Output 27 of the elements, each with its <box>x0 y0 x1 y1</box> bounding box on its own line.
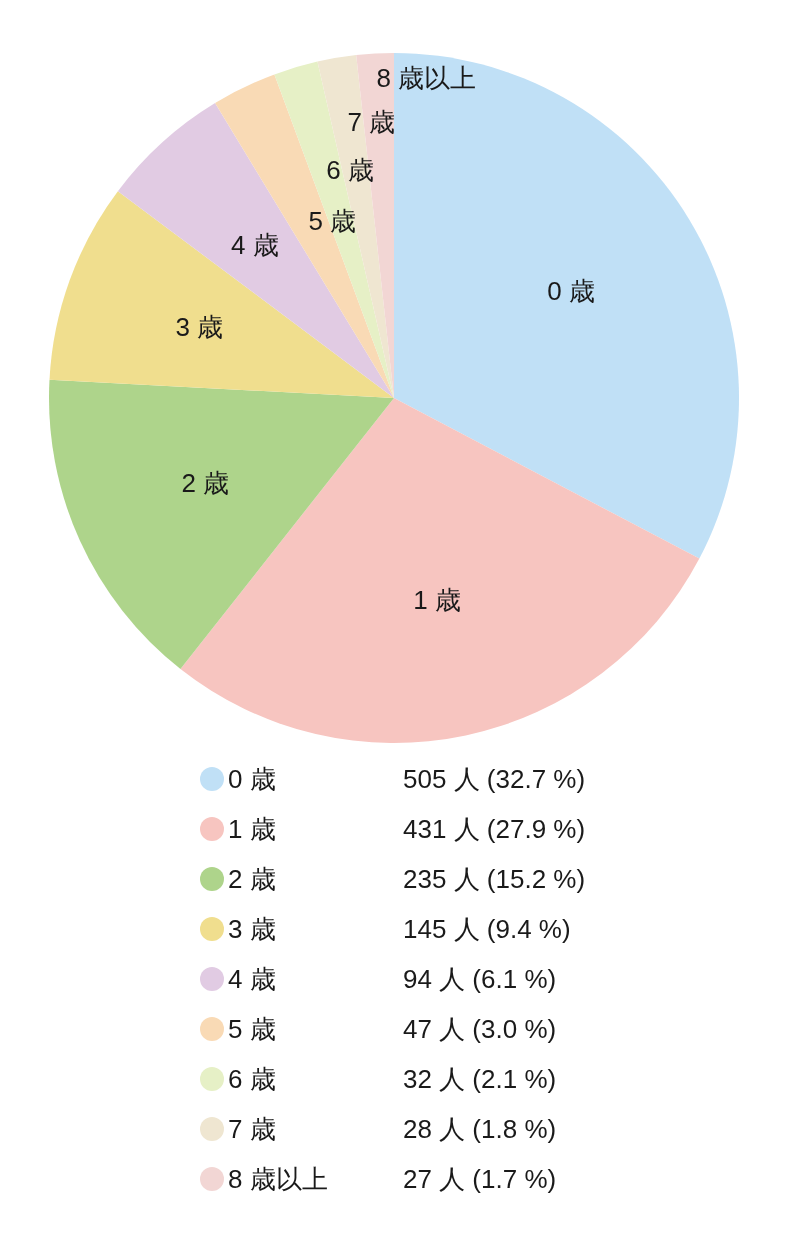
data-label: 27 人 (1.7 %) <box>403 1164 557 1194</box>
legend-label: 6 歳 <box>228 1064 276 1094</box>
slice-label: 5 歳 <box>308 205 357 236</box>
slice-label: 2 歳 <box>181 468 230 499</box>
legend-label: 8 歳以上 <box>228 1164 328 1194</box>
legend-label: 7 歳 <box>228 1114 276 1144</box>
slice-label: 4 歳 <box>231 229 279 260</box>
data-label: 28 人 (1.8 %) <box>403 1114 557 1144</box>
legend-label: 3 歳 <box>228 914 276 944</box>
legend-label: 1 歳 <box>228 814 276 844</box>
legend-label: 4 歳 <box>228 964 276 994</box>
legend-label: 5 歳 <box>228 1014 276 1044</box>
data-label: 431 人 (27.9 %) <box>403 814 586 844</box>
legend-label: 0 歳 <box>228 764 276 794</box>
slice-label: 3 歳 <box>175 312 224 343</box>
legend-label: 2 歳 <box>228 864 276 894</box>
data-label: 505 人 (32.7 %) <box>403 764 586 794</box>
data-label: 235 人 (15.2 %) <box>403 864 586 894</box>
data-label: 145 人 (9.4 %) <box>403 914 571 944</box>
slice-label: 0 歳 <box>547 275 596 306</box>
slice-label: 1 歳 <box>413 585 461 616</box>
slice-label: 6 歳 <box>326 154 374 185</box>
slice-label: 7 歳 <box>347 107 396 138</box>
data-label: 94 人 (6.1 %) <box>403 964 557 994</box>
category-label: 8 歳以上 <box>376 62 477 93</box>
data-label: 47 人 (3.0 %) <box>403 1014 557 1044</box>
data-label: 32 人 (2.1 %) <box>403 1064 557 1094</box>
